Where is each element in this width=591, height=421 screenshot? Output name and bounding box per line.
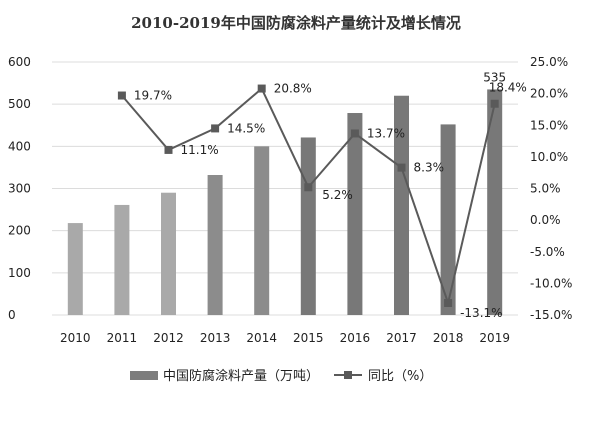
x-tick-label: 2018 [433, 331, 464, 345]
bar [254, 146, 270, 315]
left-tick-label: 300 [8, 182, 31, 196]
right-tick-label: -15.0% [530, 308, 572, 322]
bar [114, 204, 130, 315]
right-tick-label: 20.0% [530, 87, 568, 101]
bar [440, 124, 456, 315]
data-labels: 535 19.7% 11.1% 14.5% 20.8% 5.2% 13.7% 8.3% -13.… [134, 70, 527, 320]
x-tick-label: 2013 [200, 331, 231, 345]
x-tick-label: 2012 [153, 331, 184, 345]
legend-label-line: 同比（%） [368, 369, 432, 384]
left-axis: 0 100 200 300 400 500 600 [8, 55, 31, 322]
x-tick-label: 2014 [246, 331, 277, 345]
right-tick-label: 5.0% [530, 182, 561, 196]
right-tick-label: -5.0% [530, 245, 565, 259]
line-marker [211, 124, 220, 133]
line-marker [257, 84, 266, 93]
x-tick-label: 2017 [386, 331, 417, 345]
line-marker [444, 298, 453, 307]
legend-marker-line [344, 371, 352, 379]
right-axis: -15.0% -10.0% -5.0% 0.0% 5.0% 10.0% 15.0% 20.0%… [530, 55, 572, 322]
bar [487, 89, 503, 316]
right-tick-label: 10.0% [530, 150, 568, 164]
line-series [117, 84, 499, 307]
right-tick-label: 25.0% [530, 55, 568, 69]
x-tick-label: 2010 [60, 331, 91, 345]
left-tick-label: 200 [8, 224, 31, 238]
legend-swatch-bar [130, 371, 158, 380]
bar [207, 175, 223, 315]
line-data-label: 19.7% [134, 89, 172, 103]
x-tick-label: 2019 [479, 331, 510, 345]
right-tick-label: -10.0% [530, 276, 572, 290]
line-marker [164, 145, 173, 154]
bar-series [67, 89, 503, 316]
x-axis: 2010 2011 2012 2013 2014 2015 2016 2017 2018 2019 [60, 331, 510, 345]
line-data-label: -13.1% [460, 306, 502, 320]
left-tick-label: 500 [8, 97, 31, 111]
bar [67, 223, 83, 315]
x-tick-label: 2016 [340, 331, 371, 345]
left-tick-label: 600 [8, 55, 31, 69]
x-tick-label: 2015 [293, 331, 324, 345]
left-tick-label: 400 [8, 139, 31, 153]
left-tick-label: 0 [8, 308, 16, 322]
line-data-label: 8.3% [414, 161, 445, 175]
bar [394, 95, 409, 315]
left-tick-label: 100 [8, 266, 31, 280]
line-marker [397, 163, 406, 172]
line-marker [350, 129, 359, 138]
right-tick-label: 0.0% [530, 213, 561, 227]
line-data-label: 11.1% [181, 143, 219, 157]
line-marker [490, 99, 499, 108]
bar [300, 137, 316, 315]
bar [161, 192, 176, 315]
x-tick-label: 2011 [107, 331, 138, 345]
line-data-label: 14.5% [227, 121, 265, 135]
line-data-label: 13.7% [367, 126, 405, 140]
right-tick-label: 15.0% [530, 118, 568, 132]
bar-data-label: 535 [483, 70, 506, 84]
chart-title: 2010-2019年中国防腐涂料产量统计及增长情况 [131, 14, 461, 32]
line-marker [304, 183, 313, 192]
line-data-label: 18.4% [489, 81, 527, 95]
legend: 中国防腐涂料产量（万吨） 同比（%） [130, 368, 432, 384]
line-marker [117, 91, 126, 100]
legend-label-bar: 中国防腐涂料产量（万吨） [163, 368, 319, 384]
line-data-label: 5.2% [322, 188, 353, 202]
bar [347, 113, 363, 315]
line-data-label: 20.8% [274, 82, 312, 96]
